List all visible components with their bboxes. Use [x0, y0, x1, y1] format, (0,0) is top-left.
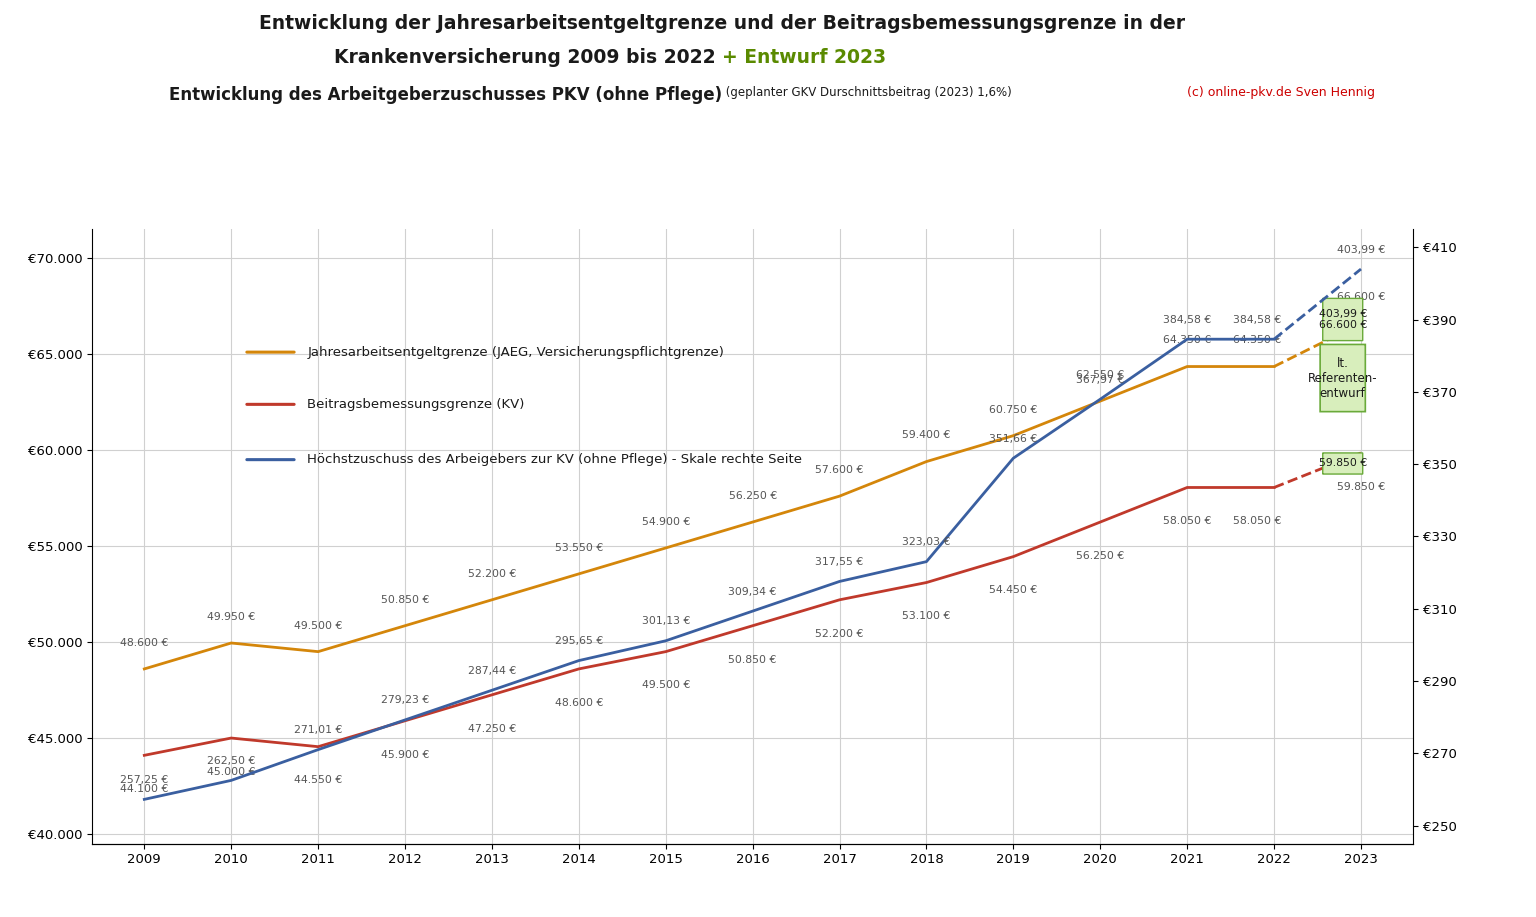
Text: 271,01 €: 271,01 € [293, 725, 343, 735]
Text: + Entwurf 2023: + Entwurf 2023 [722, 48, 886, 67]
Text: 56.250 €: 56.250 € [728, 491, 777, 501]
Text: 53.100 €: 53.100 € [902, 612, 951, 622]
Text: 59.850 €: 59.850 € [1318, 458, 1367, 469]
Text: 60.750 €: 60.750 € [989, 404, 1037, 414]
Text: 257,25 €: 257,25 € [120, 775, 169, 785]
Text: Entwicklung des Arbeitgeberzuschusses PKV (ohne Pflege): Entwicklung des Arbeitgeberzuschusses PK… [169, 86, 722, 105]
Text: 287,44 €: 287,44 € [468, 666, 516, 676]
Text: 48.600 €: 48.600 € [120, 638, 169, 647]
Text: 323,03 €: 323,03 € [902, 537, 951, 547]
Text: 52.200 €: 52.200 € [468, 569, 516, 579]
Text: 49.500 €: 49.500 € [293, 621, 343, 631]
Text: (geplanter GKV Durschnittsbeitrag (2023) 1,6%): (geplanter GKV Durschnittsbeitrag (2023)… [722, 86, 1012, 99]
Text: Krankenversicherung 2009 bis 2022: Krankenversicherung 2009 bis 2022 [333, 48, 722, 67]
Text: 54.450 €: 54.450 € [989, 585, 1037, 595]
Text: 317,55 €: 317,55 € [816, 557, 863, 567]
Text: 49.950 €: 49.950 € [207, 612, 255, 622]
Text: 44.100 €: 44.100 € [120, 784, 169, 794]
Text: 403,99 €
66.600 €: 403,99 € 66.600 € [1318, 309, 1367, 330]
Text: 279,23 €: 279,23 € [381, 695, 429, 705]
Text: 47.250 €: 47.250 € [468, 724, 516, 734]
Text: 56.250 €: 56.250 € [1077, 551, 1124, 561]
Text: 309,34 €: 309,34 € [728, 587, 777, 597]
Text: 64.350 €: 64.350 € [1163, 336, 1212, 346]
Text: 351,66 €: 351,66 € [989, 434, 1037, 444]
Text: 64.350 €: 64.350 € [1232, 336, 1281, 346]
Text: 44.550 €: 44.550 € [293, 776, 343, 786]
Text: 52.200 €: 52.200 € [816, 629, 863, 638]
Text: 50.850 €: 50.850 € [728, 655, 777, 665]
Text: 58.050 €: 58.050 € [1163, 516, 1212, 526]
Text: 53.550 €: 53.550 € [554, 543, 604, 553]
Text: (c) online-pkv.de Sven Hennig: (c) online-pkv.de Sven Hennig [1187, 86, 1375, 99]
Text: 59.850 €: 59.850 € [1336, 481, 1385, 492]
Text: Beitragsbemessungsgrenze (KV): Beitragsbemessungsgrenze (KV) [307, 398, 525, 411]
Text: 403,99 €: 403,99 € [1336, 245, 1385, 255]
Text: 45.900 €: 45.900 € [381, 749, 429, 759]
Text: 59.400 €: 59.400 € [902, 430, 951, 440]
Text: 49.500 €: 49.500 € [642, 680, 690, 691]
Text: Jahresarbeitsentgeltgrenze (JAEG, Versicherungspflichtgrenze): Jahresarbeitsentgeltgrenze (JAEG, Versic… [307, 346, 725, 359]
FancyBboxPatch shape [1322, 298, 1362, 340]
Text: 262,50 €: 262,50 € [207, 756, 255, 766]
Text: 45.000 €: 45.000 € [207, 767, 255, 777]
Text: 58.050 €: 58.050 € [1232, 516, 1281, 526]
Text: 384,58 €: 384,58 € [1232, 315, 1281, 325]
Text: 66.600 €: 66.600 € [1336, 293, 1385, 303]
Text: lt.
Referenten-
entwurf: lt. Referenten- entwurf [1309, 357, 1378, 400]
Text: 57.600 €: 57.600 € [816, 465, 863, 475]
Text: 295,65 €: 295,65 € [554, 636, 604, 646]
Text: 384,58 €: 384,58 € [1163, 315, 1212, 325]
FancyBboxPatch shape [1322, 453, 1362, 474]
Text: 50.850 €: 50.850 € [381, 594, 429, 604]
FancyBboxPatch shape [1319, 345, 1366, 412]
Text: 48.600 €: 48.600 € [554, 698, 604, 708]
Text: 62.550 €: 62.550 € [1077, 370, 1124, 380]
Text: Entwicklung der Jahresarbeitsentgeltgrenze und der Beitragsbemessungsgrenze in d: Entwicklung der Jahresarbeitsentgeltgren… [260, 14, 1184, 33]
Text: 301,13 €: 301,13 € [642, 616, 690, 626]
Text: Höchstzuschuss des Arbeigebers zur KV (ohne Pflege) - Skale rechte Seite: Höchstzuschuss des Arbeigebers zur KV (o… [307, 453, 802, 466]
Text: 367,97 €: 367,97 € [1077, 375, 1124, 385]
Text: 54.900 €: 54.900 € [642, 517, 690, 527]
